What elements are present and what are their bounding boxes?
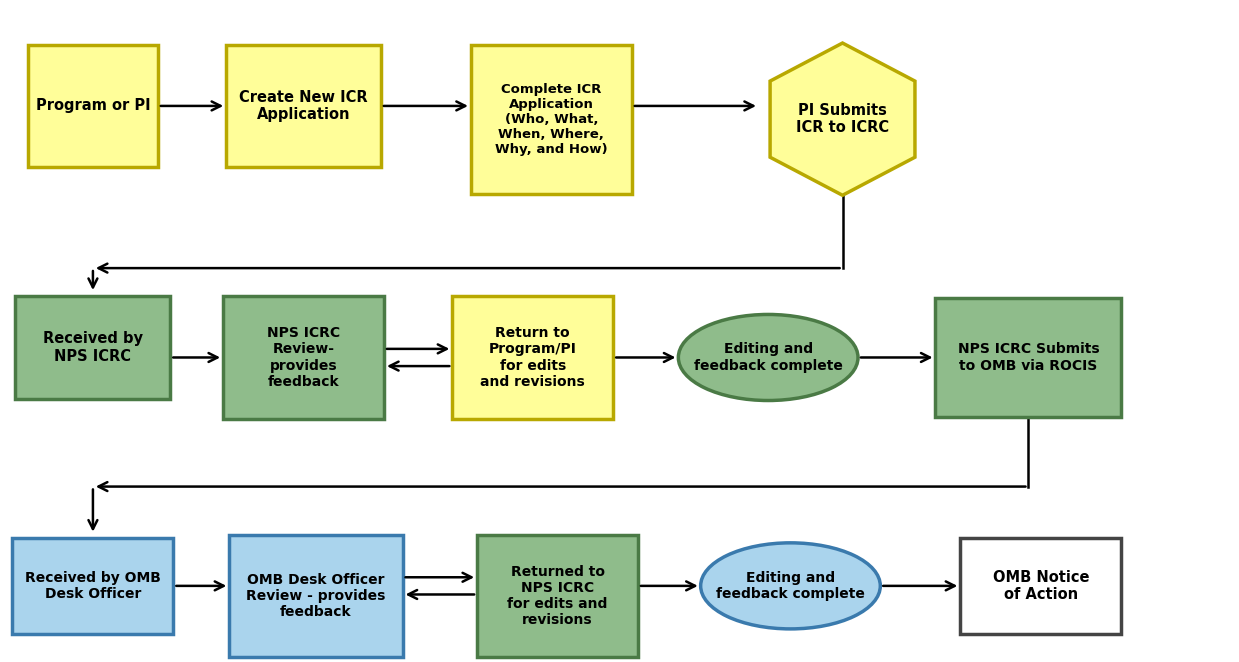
- Text: Editing and
feedback complete: Editing and feedback complete: [694, 342, 843, 373]
- Ellipse shape: [679, 314, 857, 401]
- FancyBboxPatch shape: [229, 535, 403, 657]
- Text: OMB Notice
of Action: OMB Notice of Action: [992, 570, 1089, 602]
- Text: Create New ICR
Application: Create New ICR Application: [239, 90, 368, 122]
- FancyBboxPatch shape: [225, 45, 382, 167]
- Text: Editing and
feedback complete: Editing and feedback complete: [716, 571, 865, 601]
- FancyBboxPatch shape: [12, 538, 173, 634]
- FancyBboxPatch shape: [452, 297, 613, 418]
- FancyBboxPatch shape: [960, 538, 1121, 634]
- Text: Return to
Program/PI
for edits
and revisions: Return to Program/PI for edits and revis…: [481, 326, 585, 389]
- FancyBboxPatch shape: [471, 45, 632, 194]
- Text: Returned to
NPS ICRC
for edits and
revisions: Returned to NPS ICRC for edits and revis…: [507, 565, 608, 627]
- FancyBboxPatch shape: [477, 535, 638, 657]
- Text: PI Submits
ICR to ICRC: PI Submits ICR to ICRC: [795, 103, 890, 135]
- Text: Received by
NPS ICRC: Received by NPS ICRC: [43, 332, 142, 363]
- FancyBboxPatch shape: [223, 297, 384, 418]
- Text: NPS ICRC
Review-
provides
feedback: NPS ICRC Review- provides feedback: [266, 326, 341, 389]
- FancyBboxPatch shape: [27, 45, 159, 167]
- Text: Program or PI: Program or PI: [36, 99, 150, 113]
- Text: NPS ICRC Submits
to OMB via ROCIS: NPS ICRC Submits to OMB via ROCIS: [958, 342, 1099, 373]
- Ellipse shape: [701, 543, 880, 629]
- FancyBboxPatch shape: [15, 297, 171, 399]
- Text: OMB Desk Officer
Review - provides
feedback: OMB Desk Officer Review - provides feedb…: [247, 573, 385, 619]
- Text: Received by OMB
Desk Officer: Received by OMB Desk Officer: [25, 571, 161, 601]
- FancyBboxPatch shape: [935, 298, 1121, 417]
- Polygon shape: [771, 43, 914, 195]
- Text: Complete ICR
Application
(Who, What,
When, Where,
Why, and How): Complete ICR Application (Who, What, Whe…: [496, 83, 607, 156]
